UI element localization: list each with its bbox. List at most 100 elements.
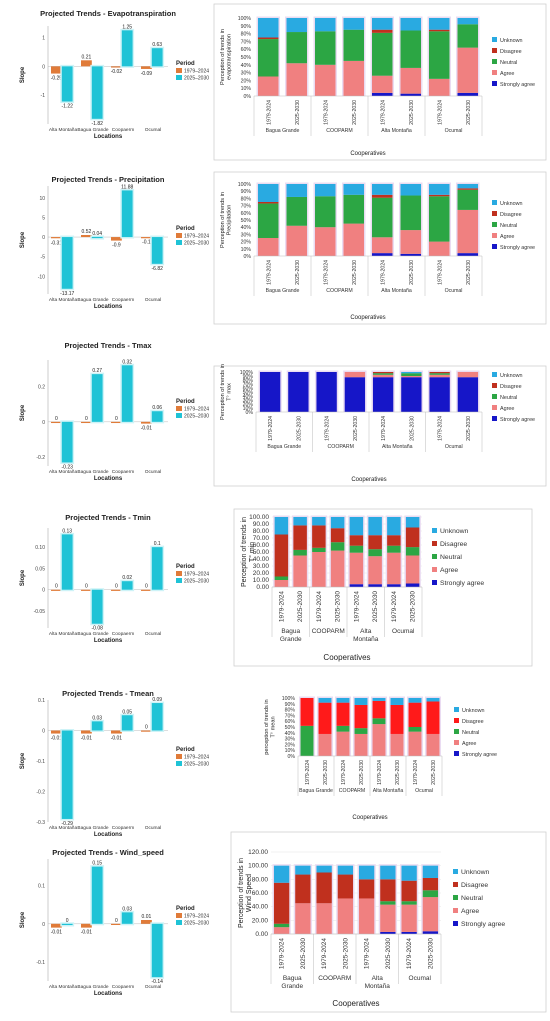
- y-tick-label: 100%: [238, 16, 252, 22]
- legend-label: Agree: [462, 741, 476, 747]
- bar-label: 2025-2030: [427, 938, 434, 969]
- bar-label: 1979-2024: [377, 760, 383, 785]
- segment-Agree: [408, 731, 422, 756]
- legend-label: Strongly agree: [462, 752, 497, 758]
- segment-Unknown: [428, 18, 450, 30]
- segment-Disagree: [428, 194, 450, 197]
- y-tick-label: 0.1: [38, 698, 45, 704]
- legend-swatch: [176, 913, 182, 918]
- bar-label: 1979-2024: [266, 260, 272, 285]
- x-tick-label: Coopaerm: [112, 297, 134, 303]
- segment-Agree: [343, 60, 365, 96]
- bar-2025–2030: [61, 730, 73, 819]
- segment-Agree: [401, 904, 417, 932]
- segment-Disagree: [318, 702, 332, 734]
- data-label: -0.01: [81, 930, 93, 936]
- y-tick-label: 0: [42, 235, 45, 241]
- segment-Agree: [337, 898, 354, 934]
- legend-label: 1979–2024: [184, 914, 209, 920]
- y-tick-label: 10%: [243, 406, 254, 412]
- segment-Strongly agree: [368, 584, 382, 587]
- segment-Strongly agree: [457, 92, 479, 96]
- data-label: 11.88: [121, 184, 133, 190]
- data-label: -0.31: [51, 240, 63, 246]
- segment-Unknown: [408, 698, 422, 703]
- x-axis-label: Locations: [94, 304, 123, 310]
- bar-1979–2024: [111, 589, 122, 591]
- segment-Agree: [354, 733, 368, 756]
- y-tick-label: 40.00: [253, 556, 270, 563]
- bar-2025–2030: [91, 374, 103, 422]
- bar-label: 2025-2030: [295, 100, 301, 125]
- segment-Agree: [318, 733, 332, 756]
- data-label: 0.27: [92, 368, 102, 374]
- y-tick-label: 90.00: [253, 521, 270, 528]
- y-tick-label: -1: [41, 93, 46, 99]
- y-tick-label: 100.00: [249, 514, 269, 521]
- y-tick-label: 60.00: [253, 542, 270, 549]
- x-axis-label: Cooperatives: [332, 999, 379, 1008]
- bar-label: 1979-2024: [438, 416, 444, 441]
- x-axis-label: Cooperatives: [323, 653, 370, 662]
- bar-label: 2025-2030: [410, 591, 417, 622]
- data-label: 0: [66, 918, 69, 924]
- segment-Neutral: [408, 727, 422, 732]
- segment-Neutral: [257, 203, 279, 238]
- y-tick-label: 20%: [285, 742, 296, 748]
- bar-1979–2024: [51, 66, 62, 74]
- y-axis-label: Slope: [20, 911, 26, 928]
- bar-2025–2030: [151, 411, 163, 422]
- legend-swatch: [176, 240, 182, 245]
- legend-label: 2025–2030: [184, 76, 209, 82]
- segment-Unknown: [314, 18, 336, 32]
- y-tick-label: 30%: [285, 737, 296, 743]
- segment-Unknown: [401, 372, 422, 374]
- segment-Unknown: [349, 517, 364, 536]
- segment-Disagree: [354, 704, 368, 729]
- legend-label: Neutral: [462, 730, 479, 736]
- y-tick-label: 10%: [241, 247, 252, 253]
- y-tick-label: 0.00: [255, 931, 268, 938]
- bar-label: 2025-2030: [300, 938, 307, 969]
- segment-Neutral: [372, 373, 394, 375]
- perception-chart-8: 0%10%20%30%40%50%60%70%80%90%100% Percept…: [213, 364, 547, 487]
- segment-Neutral: [293, 549, 307, 556]
- y-tick-label: 50%: [241, 55, 252, 61]
- y-tick-label: 0%: [246, 410, 254, 416]
- x-tick-label: Bagua Grande: [77, 297, 109, 303]
- bar-2025–2030: [61, 421, 73, 463]
- segment-Agree: [344, 372, 366, 378]
- segment-Unknown: [405, 517, 420, 528]
- y-axis-label: Slope: [20, 569, 26, 586]
- legend-title: Period: [176, 399, 195, 405]
- legend-label: Strongly agree: [440, 580, 484, 587]
- y-tick-label: 40%: [241, 225, 252, 231]
- group-label: COOPARM: [328, 444, 354, 450]
- segment-Agree: [457, 47, 479, 93]
- y-tick-label: 90%: [241, 24, 252, 30]
- group-label: Ocumal: [409, 975, 432, 982]
- group-label: Alta Montaña: [365, 975, 391, 990]
- bar-2025–2030: [151, 237, 163, 264]
- group-label: Ocumal: [445, 444, 463, 450]
- segment-Agree: [257, 76, 279, 96]
- legend-label: Disagree: [500, 49, 522, 55]
- y-tick-label: -0.1: [36, 759, 45, 765]
- segment-Neutral: [336, 725, 350, 732]
- bar-label: 1979-2024: [381, 416, 387, 441]
- bar-2025–2030: [121, 715, 133, 731]
- trend-chart-3: Projected Trends - Tmin0.100.050-0.05Slo…: [20, 513, 209, 644]
- y-tick-label: 20%: [241, 240, 252, 246]
- segment-Disagree: [387, 535, 401, 546]
- segment-Strongly agree: [429, 377, 450, 412]
- y-tick-label: 50%: [241, 218, 252, 224]
- data-label: 0: [55, 416, 58, 422]
- legend-label: Unknown: [461, 869, 490, 876]
- y-tick-label: -0.05: [34, 609, 46, 615]
- bar-2025–2030: [91, 236, 103, 239]
- bar-2025–2030: [91, 589, 103, 624]
- x-tick-label: Alta Montaña: [49, 297, 78, 303]
- legend-swatch: [176, 578, 182, 583]
- legend-label: 1979–2024: [184, 407, 209, 413]
- x-axis-label: Cooperatives: [351, 477, 386, 483]
